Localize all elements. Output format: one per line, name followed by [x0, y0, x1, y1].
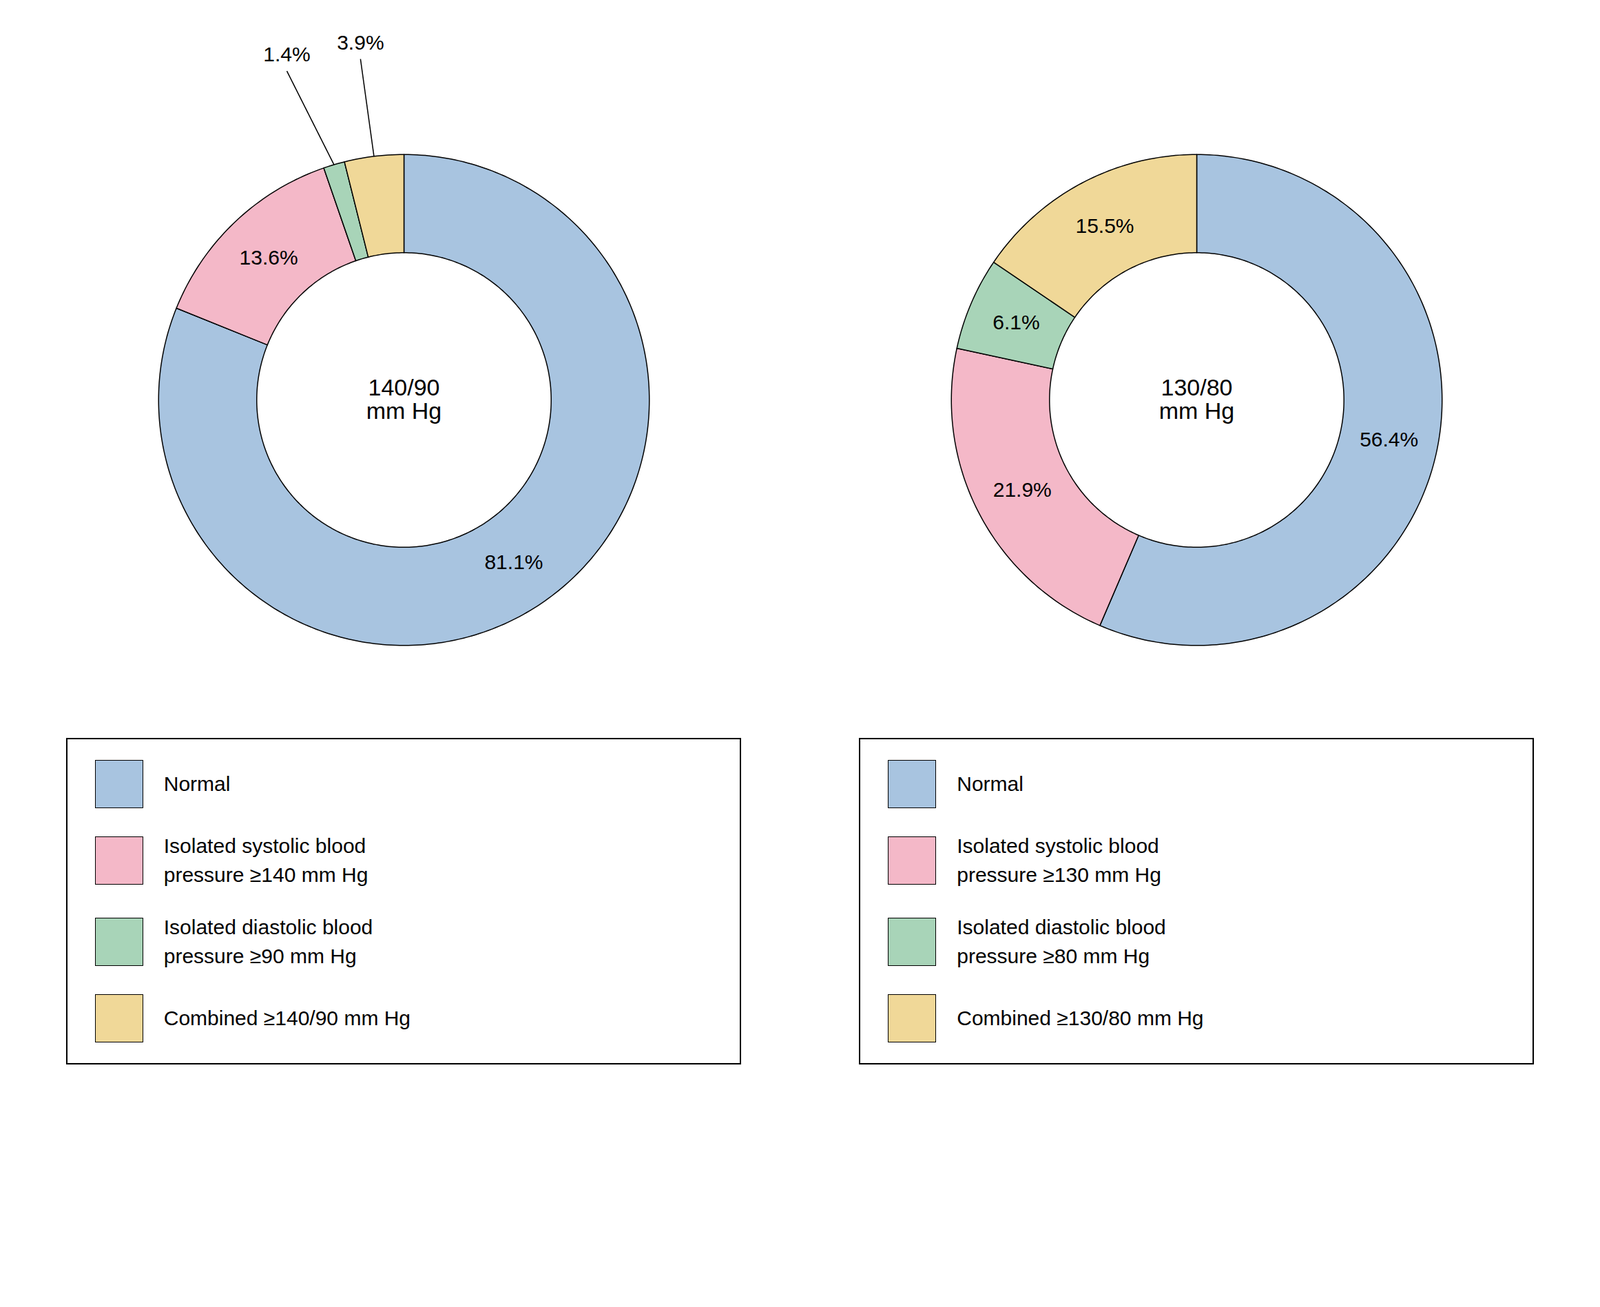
html-text:Isolated systolic blood pressu: Isolated systolic blood pressure ≥130 mm… [956, 834, 1162, 886]
svg-text:15.5%: 15.5% [1075, 214, 1135, 237]
svg-text:13.6%: 13.6% [239, 245, 298, 269]
html-text:Normal: Normal [956, 772, 1024, 795]
html-text:Isolated diastolic blood press: Isolated diastolic blood pressure ≥90 mm… [163, 915, 373, 968]
svg-text:56.4%: 56.4% [1359, 427, 1419, 451]
svg-text:1.4%: 1.4% [263, 42, 310, 66]
svg-text:81.1%: 81.1% [484, 550, 543, 574]
html-text:Combined ≥130/80 mm Hg: Combined ≥130/80 mm Hg [956, 1006, 1204, 1030]
svg-text:140/90mm Hg: 140/90mm Hg [365, 373, 442, 424]
html-text:Combined ≥140/90 mm Hg: Combined ≥140/90 mm Hg [163, 1006, 411, 1030]
svg-text:21.9%: 21.9% [993, 478, 1052, 501]
svg-text:130/80mm Hg: 130/80mm Hg [1159, 373, 1235, 424]
html-text:Isolated systolic blood pressu: Isolated systolic blood pressure ≥140 mm… [163, 834, 369, 886]
svg-text:3.9%: 3.9% [336, 30, 384, 54]
html-text:Isolated diastolic blood press: Isolated diastolic blood pressure ≥80 mm… [956, 915, 1166, 968]
svg-text:6.1%: 6.1% [993, 310, 1041, 334]
html-text:Normal: Normal [163, 772, 231, 795]
